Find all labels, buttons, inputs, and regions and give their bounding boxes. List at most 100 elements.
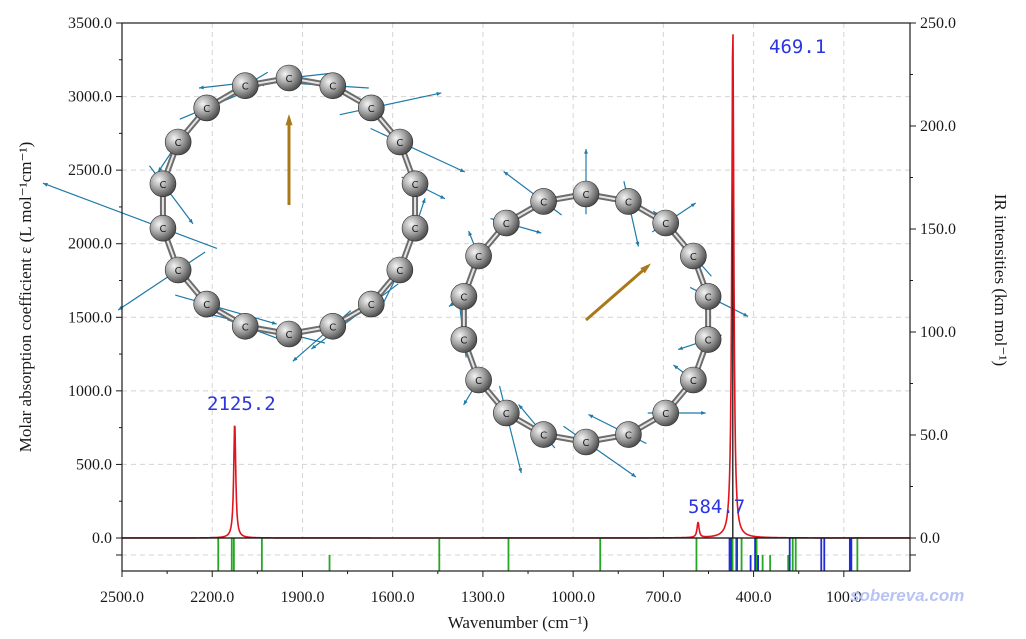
y-left-tick-label: 0.0	[92, 530, 112, 547]
displacement-arrowhead	[518, 404, 524, 410]
displacement-vector	[498, 385, 522, 474]
carbon-atom-label: C	[286, 74, 293, 85]
carbon-atom	[530, 421, 557, 448]
carbon-atom	[193, 94, 221, 122]
carbon-atom	[164, 256, 192, 284]
carbon-atom-label: C	[460, 336, 467, 347]
displacement-arrowhead	[678, 346, 684, 350]
displacement-arrowhead	[631, 472, 636, 477]
displacement-arrowhead	[311, 344, 317, 350]
x-tick-label: 1600.0	[371, 589, 415, 606]
carbon-atom	[149, 214, 177, 242]
carbon-atom-label: C	[705, 336, 712, 347]
carbon-atom-label: C	[286, 330, 293, 341]
displacement-arrowhead	[188, 218, 193, 224]
carbon-atom-label: C	[662, 409, 669, 420]
displacement-arrowhead	[503, 171, 509, 176]
carbon-atom	[694, 283, 722, 310]
carbon-atom-label: C	[690, 376, 697, 387]
y-left-tick-label: 500.0	[76, 456, 112, 473]
x-tick-label: 2500.0	[100, 589, 144, 606]
displacement-arrowhead	[448, 302, 454, 307]
y-left-tick-label: 2500.0	[68, 162, 112, 179]
carbon-atom	[492, 209, 520, 237]
molecule-ring-left: C C C C C C C C C C C C C C C C C C	[42, 64, 466, 362]
carbon-atom	[492, 399, 520, 427]
carbon-atom	[357, 290, 385, 318]
carbon-atom-label: C	[396, 138, 403, 149]
displacement-vector	[370, 127, 466, 173]
molecule-ring-right: C C C C C C C C C C C C C C C C C C	[448, 149, 749, 478]
x-tick-label: 2200.0	[190, 589, 234, 606]
x-axis-title: Wavenumber (cm⁻¹)	[448, 613, 589, 632]
x-axis: 2500.0 2200.0 1900.0 1600.0 1300.0 1000.0 700.…	[100, 571, 862, 606]
carbon-atom-label: C	[396, 266, 403, 277]
peak-label-585: 584.7	[688, 496, 745, 518]
y-left-tick-label: 1000.0	[68, 383, 112, 400]
peak-label-2125: 2125.2	[207, 393, 276, 415]
x-tick-label: 700.0	[645, 589, 681, 606]
y-right-tick-label: 200.0	[920, 118, 956, 135]
displacement-arrowhead	[588, 414, 594, 419]
carbon-atom	[193, 290, 221, 318]
carbon-atom-label: C	[368, 300, 375, 311]
carbon-atom	[572, 428, 600, 456]
carbon-atom	[652, 399, 680, 427]
carbon-atom	[680, 366, 707, 394]
displacement-arrowhead	[459, 168, 465, 172]
main-plot-frame	[121, 22, 911, 539]
displacement-arrowhead	[584, 149, 588, 154]
carbon-atom	[450, 326, 478, 353]
displacement-arrowhead	[743, 312, 749, 317]
peak-label-469: 469.1	[769, 36, 826, 58]
carbon-atom	[319, 72, 347, 100]
displacement-arrowhead	[690, 203, 696, 208]
displacement-arrowhead	[653, 211, 658, 216]
displacement-arrowhead	[536, 229, 542, 234]
carbon-atom-label: C	[583, 190, 590, 201]
dipole-arrowhead	[640, 263, 652, 274]
carbon-atom	[572, 180, 600, 208]
x-tick-label: 1900.0	[280, 589, 324, 606]
spectrum-curve	[122, 34, 910, 539]
carbon-atom-label: C	[412, 180, 419, 191]
vibration-line-strip	[122, 538, 910, 571]
carbon-atom-label: C	[159, 180, 166, 191]
y-right-tick-label: 50.0	[920, 427, 948, 444]
y-axis-left: 0.0 500.0 1000.0 1500.0 2000.0 2500.0 3000.0 35…	[68, 15, 122, 556]
carbon-atom	[615, 421, 642, 448]
y-axis-left-title: Molar absorption coefficient ε (L mol⁻¹c…	[16, 142, 35, 453]
displacement-arrowhead	[468, 231, 473, 236]
carbon-atom	[164, 128, 192, 156]
carbon-atom-label: C	[329, 322, 336, 333]
carbon-atom	[465, 242, 492, 270]
displacement-arrowhead	[199, 85, 204, 90]
y-axis-right: 0.0 50.0 100.0 150.0 200.0 250.0	[910, 15, 956, 556]
carbon-atom-label: C	[503, 219, 510, 230]
y-right-tick-label: 250.0	[920, 15, 956, 32]
displacement-arrowhead	[635, 241, 640, 247]
carbon-atom	[275, 64, 303, 92]
carbon-atom	[401, 214, 429, 242]
carbon-atom	[386, 256, 414, 284]
carbon-atom-label: C	[412, 224, 419, 235]
carbon-atom	[275, 320, 303, 348]
x-tick-label: 1300.0	[461, 589, 505, 606]
y-left-tick-label: 3000.0	[68, 89, 112, 106]
y-left-tick-label: 2000.0	[68, 236, 112, 253]
carbon-atom	[231, 312, 259, 340]
dipole-arrowhead	[285, 114, 293, 126]
carbon-atom-label: C	[203, 104, 210, 115]
carbon-atom-label: C	[503, 409, 510, 420]
carbon-atom	[319, 312, 347, 340]
carbon-atom-label: C	[242, 82, 249, 93]
carbon-atom	[694, 326, 722, 353]
y-right-tick-label: 150.0	[920, 221, 956, 238]
displacement-arrowhead	[440, 194, 446, 199]
displacement-arrowhead	[463, 400, 468, 405]
plot-frame	[121, 22, 911, 572]
carbon-atom-label: C	[662, 219, 669, 230]
carbon-atom	[652, 209, 680, 237]
carbon-atom	[680, 242, 707, 270]
